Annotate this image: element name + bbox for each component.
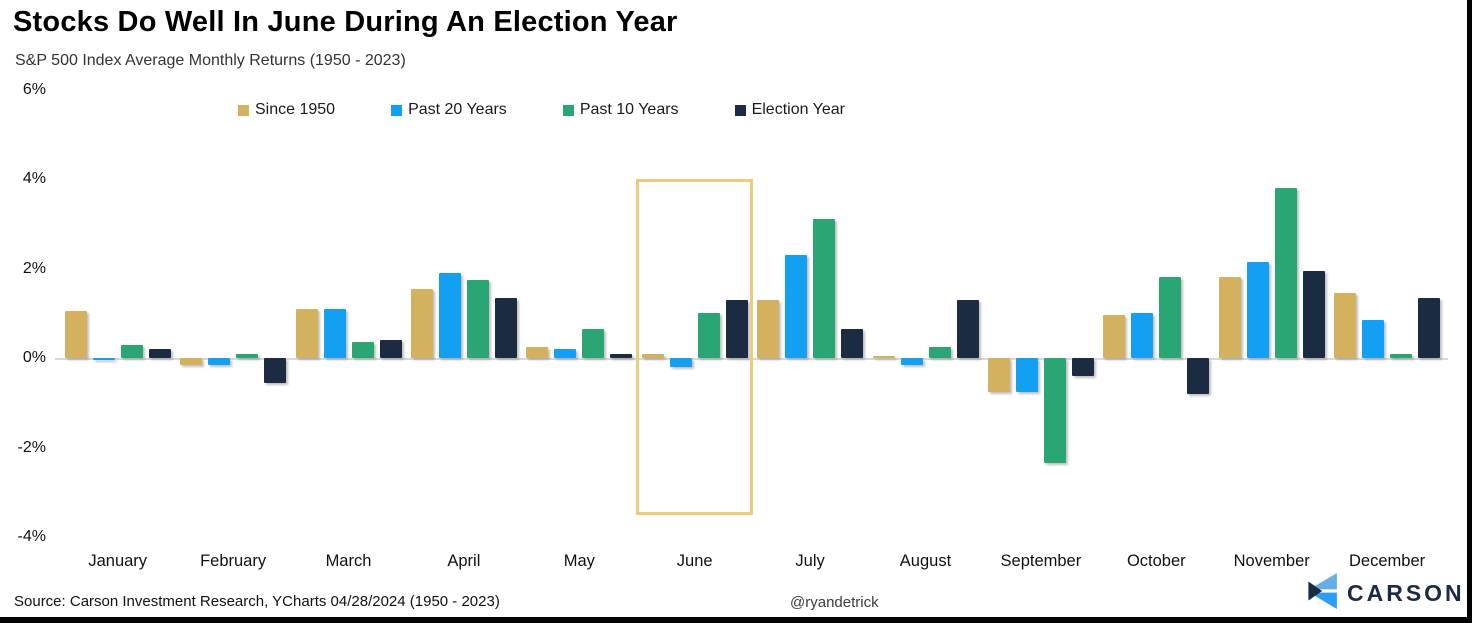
bar-since-1950-december xyxy=(1334,293,1357,358)
bar-since-1950-may xyxy=(526,346,549,358)
legend-item-past-20-years: Past 20 Years xyxy=(391,101,507,119)
chart-legend: Since 1950 Past 20 Years Past 10 Years Elec… xyxy=(238,101,845,119)
bar-past-20-years-september xyxy=(1015,358,1038,392)
legend-label: Past 10 Years xyxy=(579,101,679,118)
bar-election-year-july xyxy=(841,328,864,358)
bar-election-year-december xyxy=(1418,297,1441,358)
bar-election-year-may xyxy=(610,353,633,358)
bar-since-1950-november xyxy=(1218,277,1241,358)
june-highlight-box xyxy=(636,179,754,515)
bar-since-1950-july xyxy=(757,299,780,358)
bar-past-10-years-february xyxy=(236,353,259,358)
carson-logo-text: CARSON xyxy=(1347,580,1465,606)
bar-past-20-years-november xyxy=(1246,261,1269,358)
bar-past-10-years-october xyxy=(1159,277,1182,358)
bar-election-year-november xyxy=(1302,270,1325,358)
chart-subtitle: S&P 500 Index Average Monthly Returns (1… xyxy=(15,52,406,69)
bar-election-year-april xyxy=(494,297,517,358)
x-axis-label-january: January xyxy=(88,552,148,570)
bar-election-year-january xyxy=(148,349,171,358)
bar-since-1950-october xyxy=(1103,315,1126,358)
page-title: Stocks Do Well In June During An Electio… xyxy=(13,6,678,38)
bar-past-20-years-august xyxy=(900,358,923,365)
bar-past-20-years-may xyxy=(554,349,577,358)
x-axis-label-july: July xyxy=(795,552,825,570)
bar-past-20-years-october xyxy=(1131,313,1154,358)
legend-swatch-icon xyxy=(391,104,403,116)
bar-past-10-years-april xyxy=(466,279,489,358)
bar-election-year-september xyxy=(1071,358,1094,376)
y-axis-tick-4-: 4% xyxy=(22,170,46,187)
bar-past-20-years-april xyxy=(438,272,461,358)
legend-swatch-icon xyxy=(734,104,746,116)
bar-election-year-june xyxy=(725,299,748,358)
bar-election-year-march xyxy=(379,340,402,358)
source-text: Source: Carson Investment Research, YCha… xyxy=(14,593,500,610)
x-axis-label-september: September xyxy=(1000,552,1082,570)
x-axis-label-february: February xyxy=(200,552,267,570)
bar-past-10-years-june xyxy=(697,313,720,358)
bar-since-1950-february xyxy=(180,358,203,365)
bar-since-1950-april xyxy=(410,288,433,358)
bar-past-20-years-march xyxy=(323,308,346,358)
bar-since-1950-january xyxy=(64,311,87,358)
y-axis-tick-2-: 2% xyxy=(22,259,46,277)
y-axis-tick-0-: 0% xyxy=(22,349,46,366)
author-handle: @ryandetrick xyxy=(790,594,879,611)
bar-past-20-years-february xyxy=(208,358,231,365)
bar-past-10-years-may xyxy=(582,328,605,358)
legend-label: Since 1950 xyxy=(255,101,336,118)
bar-past-10-years-january xyxy=(120,344,143,358)
x-axis-label-march: March xyxy=(325,552,372,570)
x-axis-label-december: December xyxy=(1349,552,1426,570)
bar-past-10-years-august xyxy=(928,346,951,358)
bar-past-10-years-march xyxy=(351,342,374,358)
legend-label: Past 20 Years xyxy=(408,101,507,118)
bar-past-10-years-november xyxy=(1274,187,1297,358)
bar-past-20-years-january xyxy=(92,358,115,361)
x-axis-label-august: August xyxy=(899,552,952,570)
bar-since-1950-september xyxy=(987,358,1010,392)
x-axis-label-november: November xyxy=(1233,552,1310,570)
y-axis-tick-6-: 6% xyxy=(22,80,46,98)
legend-item-past-10-years: Past 10 Years xyxy=(562,101,679,119)
y-axis-tick--2-: -2% xyxy=(17,438,46,456)
bar-past-10-years-september xyxy=(1043,358,1066,464)
x-axis-label-october: October xyxy=(1126,552,1186,570)
legend-swatch-icon xyxy=(562,104,574,116)
legend-label: Election Year xyxy=(751,101,845,118)
bar-election-year-february xyxy=(264,358,287,383)
x-axis-label-may: May xyxy=(563,552,595,570)
carson-chevron-icon xyxy=(1301,572,1339,615)
bar-since-1950-march xyxy=(295,308,318,358)
y-axis-tick--4-: -4% xyxy=(17,528,46,545)
bar-since-1950-june xyxy=(641,353,664,358)
legend-item-election-year: Election Year xyxy=(734,101,845,119)
legend-item-since-1950: Since 1950 xyxy=(238,101,335,119)
bar-election-year-august xyxy=(956,299,979,358)
bar-past-20-years-june xyxy=(669,358,692,367)
x-axis-label-june: June xyxy=(676,552,713,570)
bar-since-1950-august xyxy=(872,356,895,358)
bar-past-20-years-december xyxy=(1362,319,1385,358)
carson-logo: CARSON xyxy=(1301,572,1465,615)
bar-past-10-years-december xyxy=(1390,353,1413,358)
bar-election-year-october xyxy=(1187,358,1210,394)
bar-past-10-years-july xyxy=(813,219,836,358)
x-axis-label-april: April xyxy=(447,552,481,570)
legend-swatch-icon xyxy=(238,104,249,116)
bar-past-20-years-july xyxy=(785,255,808,358)
